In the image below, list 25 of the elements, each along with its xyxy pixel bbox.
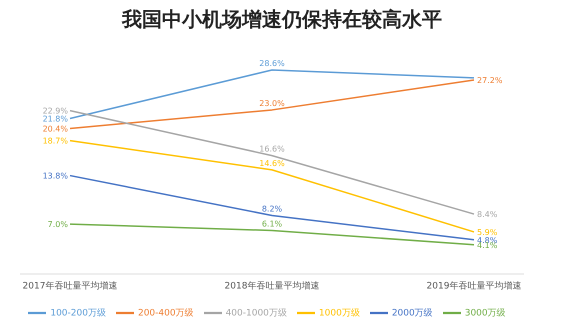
legend-label: 3000万级 xyxy=(464,308,506,318)
data-label: 18.7% xyxy=(42,136,68,146)
legend-label: 2000万级 xyxy=(392,308,433,318)
x-tick-label: 2018年吞吐量平均增速 xyxy=(224,280,320,292)
data-label: 7.0% xyxy=(48,220,68,230)
data-label: 23.0% xyxy=(259,98,286,108)
data-label: 14.6% xyxy=(259,158,286,168)
chart-title: 我国中小机场增速仍保持在较高水平 xyxy=(120,6,443,33)
data-label: 8.4% xyxy=(477,210,498,220)
legend-label: 100-200万级 xyxy=(50,308,106,318)
data-label: 20.4% xyxy=(42,124,68,134)
data-label: 22.9% xyxy=(42,106,68,116)
x-tick-label: 2019年吞吐量平均增速 xyxy=(426,280,522,292)
legend-label: 200-400万级 xyxy=(138,308,194,318)
legend-label: 400-1000万级 xyxy=(226,308,287,318)
data-label: 5.9% xyxy=(477,228,498,237)
data-label: 8.2% xyxy=(262,204,283,214)
legend-label: 1000万级 xyxy=(318,308,360,318)
data-label: 16.6% xyxy=(259,144,286,154)
data-label: 13.8% xyxy=(42,172,68,181)
data-label: 6.1% xyxy=(262,219,283,228)
x-tick-label: 2017年吞吐量平均增速 xyxy=(22,280,118,292)
data-label: 27.2% xyxy=(477,76,503,85)
data-label: 21.8% xyxy=(42,114,68,124)
data-label: 28.6% xyxy=(259,59,286,68)
